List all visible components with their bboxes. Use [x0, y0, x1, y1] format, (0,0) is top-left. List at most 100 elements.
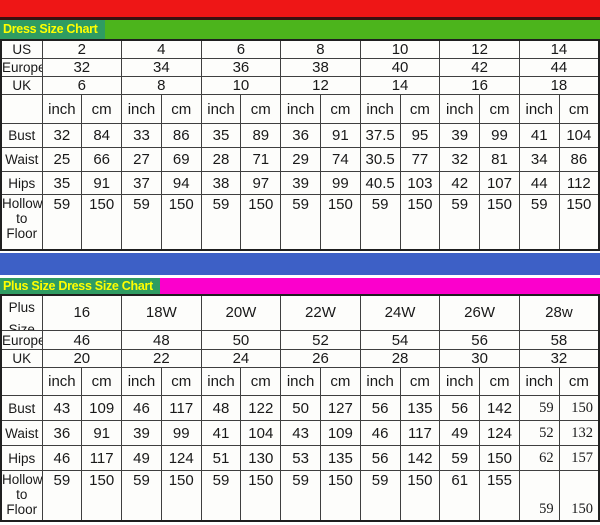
size-value: 8 — [121, 76, 202, 95]
measure-cm-value: 86 — [558, 147, 600, 172]
size-row: Plus Size 16 18W 20W 22W 24W 26W 28w — [0, 294, 600, 331]
row-label: UK — [0, 349, 43, 368]
unit-inch-header: inch — [439, 367, 481, 396]
measure-row: Hollow to Floor 59 150 59 150 59 150 59 150 59 150… — [0, 470, 600, 521]
measure-inch-value: 35 — [41, 171, 83, 195]
measure-cm-value: 109 — [81, 395, 123, 421]
measure-cm-value: 150 — [558, 470, 600, 521]
measure-cm-value: 81 — [479, 147, 520, 172]
unit-inch-header: inch — [121, 367, 162, 396]
measure-cm-value: 157 — [558, 445, 600, 471]
measure-cm-value: 104 — [240, 420, 282, 446]
measure-cm-value: 112 — [558, 171, 600, 195]
unit-cm-header: cm — [558, 94, 600, 124]
unit-inch-header: inch — [359, 94, 401, 124]
size-value: 6 — [200, 39, 282, 59]
measure-cm-value: 135 — [399, 395, 441, 421]
measure-inch-value: 56 — [359, 445, 401, 471]
size-value: 12 — [280, 76, 361, 95]
measure-cm-value: 74 — [319, 147, 361, 172]
size-value: 16 — [41, 294, 123, 331]
measure-inch-value: 59 — [518, 194, 560, 250]
unit-inch-header: inch — [439, 94, 481, 124]
measure-cm-value: 150 — [319, 194, 361, 250]
unit-cm-header: cm — [399, 367, 441, 396]
row-label-text: Plus Size — [8, 299, 35, 330]
measure-cm-value: 142 — [479, 395, 520, 421]
size-value: 18 — [518, 76, 600, 95]
measure-inch-value: 43 — [41, 395, 83, 421]
size-value: 26W — [439, 294, 520, 331]
measure-inch-value: 32 — [41, 123, 83, 148]
measure-cm-value: 117 — [160, 395, 202, 421]
unit-inch-header: inch — [200, 94, 242, 124]
measure-cm-value: 150 — [558, 194, 600, 250]
unit-cm-header: cm — [319, 367, 361, 396]
unit-cm-header: cm — [479, 94, 520, 124]
size-row: Europe 32 34 36 38 40 42 44 — [0, 58, 600, 77]
size-value: 2 — [41, 39, 123, 59]
measure-inch-value: 32 — [439, 147, 481, 172]
size-value: 16 — [439, 76, 520, 95]
size-value: 24 — [200, 349, 282, 368]
measure-cm-value: 150 — [319, 470, 361, 521]
size-value: 4 — [121, 39, 202, 59]
size-value: 30 — [439, 349, 520, 368]
measure-inch-value: 39 — [121, 420, 162, 446]
measure-cm-value: 66 — [81, 147, 123, 172]
measure-inch-value: 49 — [439, 420, 481, 446]
size-value: 36 — [200, 58, 282, 77]
measure-cm-value: 91 — [81, 171, 123, 195]
unit-cm-header: cm — [240, 94, 282, 124]
measure-cm-value: 97 — [240, 171, 282, 195]
unit-inch-header: inch — [359, 367, 401, 396]
measure-inch-value: 59 — [200, 470, 242, 521]
measure-inch-value: 56 — [359, 395, 401, 421]
unit-inch-header: inch — [518, 367, 560, 396]
measure-cm-value: 155 — [479, 470, 520, 521]
measure-inch-value: 59 — [439, 445, 481, 471]
row-label: Waist — [0, 147, 43, 172]
measure-cm-value: 150 — [479, 194, 520, 250]
size-value: 24W — [359, 294, 441, 331]
unit-inch-header: inch — [200, 367, 242, 396]
measure-cm-value: 91 — [81, 420, 123, 446]
measure-inch-value: 46 — [121, 395, 162, 421]
measure-inch-value: 59 — [359, 470, 401, 521]
plus-size-chart-title-bar: Plus Size Dress Size Chart — [0, 277, 600, 294]
measure-inch-value: 59 — [518, 470, 560, 521]
unit-cm-header: cm — [160, 94, 202, 124]
measure-inch-value: 30.5 — [359, 147, 401, 172]
unit-cm-header: cm — [240, 367, 282, 396]
size-row: US 2 4 6 8 10 12 14 — [0, 39, 600, 59]
size-value: 14 — [518, 39, 600, 59]
measure-inch-value: 59 — [121, 194, 162, 250]
measure-cm-value: 109 — [319, 420, 361, 446]
unit-cm-header: cm — [479, 367, 520, 396]
size-row: UK 6 8 10 12 14 16 18 — [0, 76, 600, 95]
size-value: 28 — [359, 349, 441, 368]
measure-cm-value: 150 — [160, 470, 202, 521]
measure-cm-value: 71 — [240, 147, 282, 172]
row-label: Europe — [0, 58, 43, 77]
measure-inch-value: 29 — [280, 147, 321, 172]
measure-cm-value: 150 — [558, 395, 600, 421]
measure-row: Waist 25 66 27 69 28 71 29 74 30.5 77 32 81 34 86 — [0, 147, 600, 172]
size-row: Europe 46 48 50 52 54 56 58 — [0, 330, 600, 350]
measure-cm-value: 103 — [399, 171, 441, 195]
measure-cm-value: 124 — [479, 420, 520, 446]
measure-row: Waist 36 91 39 99 41 104 43 109 46 117 49 124 52 132 — [0, 420, 600, 446]
measure-cm-value: 150 — [160, 194, 202, 250]
size-value: 10 — [359, 39, 441, 59]
measure-row: Bust 32 84 33 86 35 89 36 91 37.5 95 39 99 41 104 — [0, 123, 600, 148]
size-chart-title: Dress Size Chart — [0, 20, 105, 39]
measure-inch-value: 59 — [280, 470, 321, 521]
measure-inch-value: 25 — [41, 147, 83, 172]
measure-inch-value: 33 — [121, 123, 162, 148]
measure-inch-value: 36 — [280, 123, 321, 148]
measure-inch-value: 41 — [200, 420, 242, 446]
measure-cm-value: 142 — [399, 445, 441, 471]
measure-inch-value: 59 — [280, 194, 321, 250]
measure-cm-value: 104 — [558, 123, 600, 148]
measure-cm-value: 122 — [240, 395, 282, 421]
